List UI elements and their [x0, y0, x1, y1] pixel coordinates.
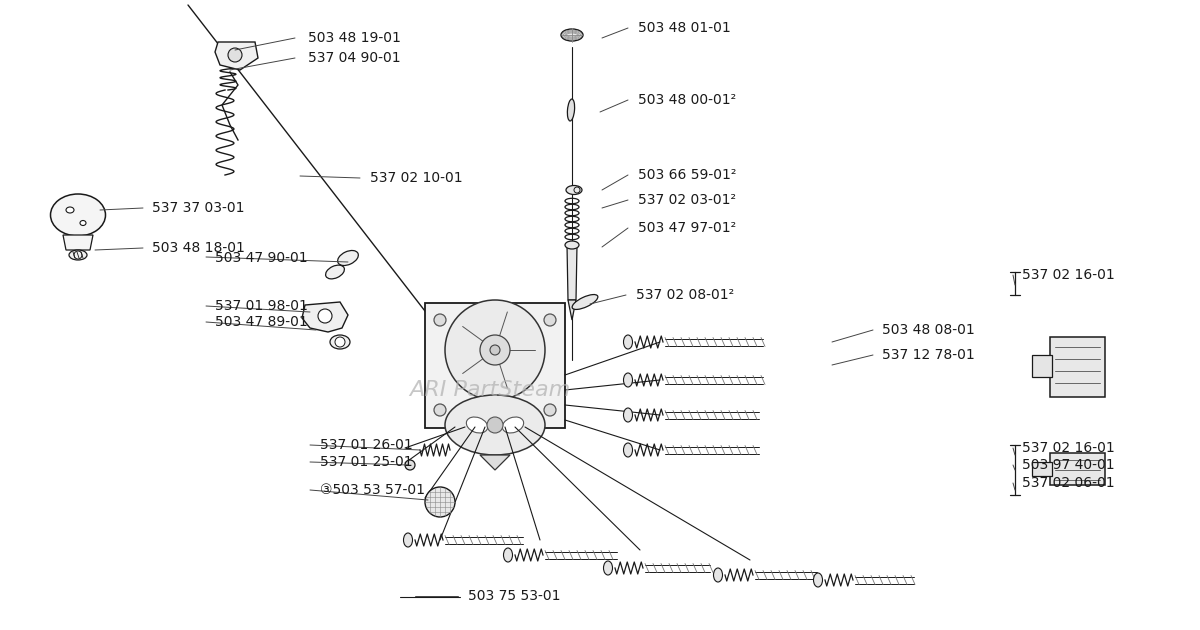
Text: 503 97 40-01: 503 97 40-01 [1022, 458, 1115, 472]
Ellipse shape [330, 335, 350, 349]
Polygon shape [568, 245, 577, 300]
Ellipse shape [403, 533, 413, 547]
Polygon shape [215, 42, 258, 70]
Text: 503 66 59-01²: 503 66 59-01² [638, 168, 737, 182]
Ellipse shape [814, 573, 822, 587]
Text: 537 12 78-01: 537 12 78-01 [882, 348, 974, 362]
Text: 503 75 53-01: 503 75 53-01 [468, 589, 560, 603]
Ellipse shape [80, 220, 86, 226]
Polygon shape [64, 235, 94, 250]
Polygon shape [480, 455, 510, 470]
Bar [1032, 355, 1052, 377]
Text: 503 48 18-01: 503 48 18-01 [152, 241, 245, 255]
Bar [425, 303, 565, 428]
Circle shape [425, 487, 455, 517]
Ellipse shape [604, 561, 612, 575]
Text: 537 02 16-01: 537 02 16-01 [1022, 441, 1115, 455]
Polygon shape [302, 302, 348, 332]
Bar [1050, 337, 1105, 397]
Circle shape [335, 337, 346, 347]
Ellipse shape [568, 99, 575, 121]
Circle shape [480, 335, 510, 365]
Ellipse shape [503, 417, 523, 433]
Ellipse shape [624, 443, 632, 457]
Ellipse shape [325, 265, 344, 279]
Circle shape [434, 314, 446, 326]
Ellipse shape [467, 417, 487, 433]
Ellipse shape [445, 395, 545, 455]
Circle shape [434, 404, 446, 416]
Text: 537 02 10-01: 537 02 10-01 [370, 171, 463, 185]
Ellipse shape [337, 251, 359, 265]
Text: 503 48 19-01: 503 48 19-01 [308, 31, 401, 45]
Text: 537 04 90-01: 537 04 90-01 [308, 51, 401, 65]
Circle shape [490, 345, 500, 355]
Ellipse shape [66, 207, 74, 213]
Ellipse shape [714, 568, 722, 582]
Circle shape [318, 309, 332, 323]
Ellipse shape [565, 241, 580, 249]
Ellipse shape [504, 548, 512, 562]
Text: 503 48 01-01: 503 48 01-01 [638, 21, 731, 35]
Ellipse shape [566, 185, 582, 195]
Text: 537 02 03-01²: 537 02 03-01² [638, 193, 736, 207]
Text: 537 37 03-01: 537 37 03-01 [152, 201, 245, 215]
Bar [1050, 453, 1105, 485]
Ellipse shape [50, 194, 106, 236]
Text: 537 01 26-01: 537 01 26-01 [320, 438, 413, 452]
Ellipse shape [572, 295, 598, 309]
Circle shape [228, 48, 242, 62]
Text: 503 48 00-01²: 503 48 00-01² [638, 93, 736, 107]
Text: 537 01 25-01: 537 01 25-01 [320, 455, 413, 469]
Ellipse shape [70, 250, 88, 260]
Ellipse shape [624, 408, 632, 422]
Circle shape [445, 300, 545, 400]
Text: 503 47 90-01: 503 47 90-01 [215, 251, 307, 265]
Bar [1032, 462, 1052, 476]
Ellipse shape [624, 373, 632, 387]
Text: 537 02 08-01²: 537 02 08-01² [636, 288, 734, 302]
Ellipse shape [562, 29, 583, 41]
Text: 503 48 08-01: 503 48 08-01 [882, 323, 974, 337]
Text: ③503 53 57-01: ③503 53 57-01 [320, 483, 425, 497]
Text: 537 01 98-01: 537 01 98-01 [215, 299, 308, 313]
Text: 503 47 89-01: 503 47 89-01 [215, 315, 307, 329]
Circle shape [487, 417, 503, 433]
Text: 503 47 97-01²: 503 47 97-01² [638, 221, 736, 235]
Polygon shape [568, 300, 576, 320]
Circle shape [406, 460, 415, 470]
Circle shape [544, 404, 556, 416]
Text: ARI PartSteam: ARI PartSteam [409, 380, 571, 400]
Text: 537 02 06-01: 537 02 06-01 [1022, 476, 1115, 490]
Text: 537 02 16-01: 537 02 16-01 [1022, 268, 1115, 282]
Ellipse shape [624, 335, 632, 349]
Circle shape [544, 314, 556, 326]
